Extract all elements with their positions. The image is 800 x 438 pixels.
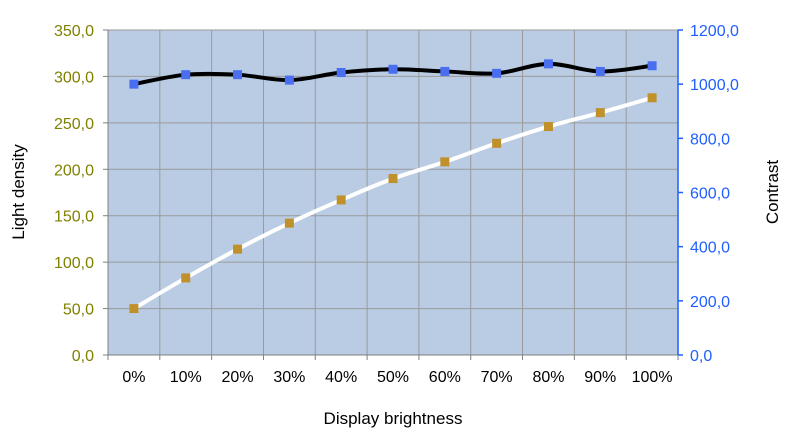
series-1-point <box>595 66 605 76</box>
series-0-point <box>440 157 450 167</box>
series-1-point <box>181 70 191 80</box>
y-right-tick-label: 1200,0 <box>690 23 739 40</box>
series-1-point <box>336 68 346 78</box>
series-layer <box>129 59 657 314</box>
x-tick-label: 30% <box>273 369 305 386</box>
y-left-tick-label: 200,0 <box>54 162 94 179</box>
series-0-point <box>647 93 657 103</box>
tick-labels: 0,0 50,0 100,0 150,0 200,0 250,0 300,0 350,0 0,0… <box>54 23 739 386</box>
series-1-point <box>233 70 243 80</box>
series-1-point <box>492 68 502 78</box>
series-0-point <box>492 138 502 148</box>
series-0-point <box>543 122 553 132</box>
y-right-tick-label: 200,0 <box>690 294 730 311</box>
y-right-tick-label: 800,0 <box>690 131 730 148</box>
grid-lines <box>108 29 678 355</box>
series-0-point <box>336 195 346 205</box>
series-0-point <box>233 244 243 254</box>
y-right-tick-label: 0,0 <box>690 348 712 365</box>
axes <box>103 29 683 360</box>
y-right-tick-label: 600,0 <box>690 186 730 203</box>
series-0-point <box>595 108 605 118</box>
x-tick-label: 10% <box>170 369 202 386</box>
series-0-point <box>181 273 191 283</box>
y-left-tick-label: 150,0 <box>54 209 94 226</box>
x-tick-label: 50% <box>377 369 409 386</box>
x-tick-label: 100% <box>632 369 673 386</box>
x-tick-label: 60% <box>429 369 461 386</box>
y-left-tick-label: 0,0 <box>72 348 94 365</box>
series-1-point <box>129 79 139 89</box>
series-0-point <box>129 304 139 314</box>
x-tick-label: 20% <box>222 369 254 386</box>
y-left-tick-label: 250,0 <box>54 116 94 133</box>
x-axis-title: Display brightness <box>324 409 463 428</box>
x-tick-label: 0% <box>122 369 145 386</box>
series-1-point <box>284 75 294 85</box>
y-axis-right-title: Contrast <box>763 160 782 225</box>
plot-area <box>108 30 678 355</box>
y-right-tick-label: 1000,0 <box>690 77 739 94</box>
series-1-point <box>388 64 398 74</box>
series-1-point <box>647 61 657 71</box>
series-1-point <box>440 66 450 76</box>
y-left-tick-label: 350,0 <box>54 23 94 40</box>
x-tick-label: 40% <box>325 369 357 386</box>
x-tick-label: 80% <box>532 369 564 386</box>
y-left-tick-label: 300,0 <box>54 69 94 86</box>
y-left-tick-label: 100,0 <box>54 255 94 272</box>
x-tick-label: 70% <box>481 369 513 386</box>
series-0-point <box>388 174 398 184</box>
y-axis-left-title: Light density <box>9 144 28 240</box>
x-tick-label: 90% <box>584 369 616 386</box>
y-left-tick-label: 50,0 <box>63 302 94 319</box>
y-right-tick-label: 400,0 <box>690 240 730 257</box>
series-0-point <box>284 218 294 228</box>
series-1-point <box>543 59 553 69</box>
